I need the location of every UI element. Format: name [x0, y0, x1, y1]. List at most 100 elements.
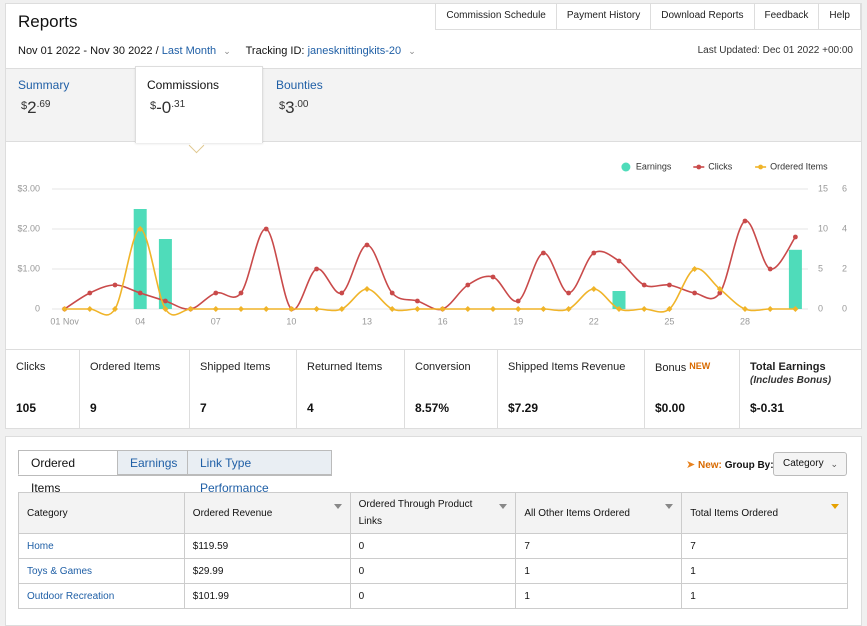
- stat-label: Ordered Items: [90, 361, 161, 373]
- currency: $: [279, 100, 286, 112]
- cell: 7: [681, 533, 848, 559]
- point: [187, 306, 194, 312]
- point: [213, 290, 219, 296]
- x-tick-label: 25: [664, 316, 674, 326]
- stat: Returned Items 4: [297, 350, 405, 428]
- stat-label: Clicks: [16, 361, 46, 373]
- cell[interactable]: Outdoor Recreation: [18, 583, 185, 609]
- last-updated: Last Updated: Dec 01 2022 +00:00: [697, 45, 853, 56]
- stat-value: 4: [307, 401, 314, 415]
- tracking-id[interactable]: janesknittingkits-20: [307, 45, 402, 57]
- point: [590, 286, 597, 292]
- stat-value: $7.29: [508, 401, 539, 415]
- point: [389, 290, 395, 296]
- caret: ⌄: [830, 459, 838, 469]
- point: [112, 282, 118, 288]
- cell: 0: [349, 533, 517, 559]
- cell: 1: [515, 558, 683, 584]
- period-select[interactable]: Last Month: [161, 45, 217, 57]
- cell[interactable]: Home: [18, 533, 185, 559]
- point: [565, 306, 572, 312]
- legend-label: Ordered Items: [770, 161, 828, 171]
- point: [339, 290, 345, 296]
- point: [641, 282, 647, 288]
- report-tab[interactable]: Earnings: [117, 450, 188, 475]
- x-tick-label: 07: [211, 316, 221, 326]
- filter-row: Nov 01 2022 - Nov 30 2022 / Last Month ⌄…: [18, 45, 416, 57]
- tracking-label: Tracking ID:: [245, 45, 305, 57]
- tab-amount: $-0.31: [150, 98, 185, 118]
- point: [591, 250, 597, 256]
- bar: [158, 239, 172, 309]
- stat-value: 8.57%: [415, 401, 450, 415]
- nav-button[interactable]: Download Reports: [651, 3, 755, 30]
- cell: 1: [681, 583, 848, 609]
- y-tick-label: $1.00: [17, 263, 40, 273]
- point: [490, 274, 496, 280]
- y-tick-label: $2.00: [17, 223, 40, 233]
- point: [263, 226, 269, 232]
- chart: 0 $1.00 $2.00 $3.00 0 5 10 15 0 2 4 6 01 Nov 04 07 10 13…: [17, 161, 847, 326]
- nav-button[interactable]: Feedback: [754, 3, 820, 30]
- point: [288, 306, 295, 312]
- cell: 1: [515, 583, 683, 609]
- column-title: Ordered Through Product Links: [358, 499, 473, 527]
- legend-label: Earnings: [636, 161, 672, 171]
- point: [137, 290, 143, 296]
- nav-button[interactable]: Payment History: [556, 3, 652, 30]
- amount-cents: .69: [36, 99, 51, 110]
- stat-value: $0.00: [655, 401, 686, 415]
- report-tab[interactable]: Link Type Performance: [187, 450, 332, 495]
- point: [515, 298, 521, 304]
- report-tab[interactable]: Ordered Items: [18, 450, 118, 495]
- column-header[interactable]: Ordered Through Product Links: [349, 492, 517, 534]
- column-header[interactable]: Ordered Revenue: [183, 492, 351, 534]
- y2-tick-label: 5: [818, 263, 823, 273]
- tab-underline: [18, 475, 332, 476]
- y2-tick-label: 15: [818, 183, 828, 193]
- cell: 1: [681, 558, 848, 584]
- date-range: Nov 01 2022 - Nov 30 2022 /: [18, 45, 159, 57]
- cell: $29.99: [183, 558, 351, 584]
- column-title: Total Items Ordered: [690, 507, 778, 519]
- x-tick-label: 28: [740, 316, 750, 326]
- cell[interactable]: Toys & Games: [18, 558, 185, 584]
- point: [691, 266, 698, 272]
- point: [742, 218, 748, 224]
- column-header[interactable]: All Other Items Ordered: [515, 492, 683, 534]
- point: [742, 306, 748, 312]
- group-by-label: Group By:: [724, 460, 774, 471]
- sort-icon: [499, 504, 508, 509]
- column-header[interactable]: Category: [18, 492, 185, 534]
- caret: ⌄: [223, 46, 231, 56]
- column-header[interactable]: Total Items Ordered: [681, 492, 848, 534]
- y2-tick-label: 10: [818, 223, 828, 233]
- new-label: New:: [698, 460, 722, 471]
- cell: $101.99: [183, 583, 351, 609]
- rocket-icon: ➤: [686, 459, 696, 471]
- stat: Total Earnings (Includes Bonus) $-0.31: [740, 350, 861, 428]
- stat-value: 7: [200, 401, 207, 415]
- group-by-select[interactable]: Category ⌄: [773, 452, 847, 476]
- legend-item: Earnings: [621, 161, 672, 172]
- x-tick-label: 04: [135, 316, 145, 326]
- column-title: Ordered Revenue: [192, 507, 273, 519]
- nav-button[interactable]: Help: [819, 3, 861, 30]
- selected-tab: [135, 66, 263, 143]
- legend-label: Clicks: [708, 161, 732, 171]
- sort-icon: [665, 504, 674, 509]
- tab-label: Commissions: [147, 78, 220, 92]
- point: [540, 306, 547, 312]
- x-tick-label: 13: [362, 316, 372, 326]
- point: [87, 290, 93, 296]
- y-tick-label: 0: [35, 303, 40, 313]
- caret: ⌄: [408, 46, 416, 56]
- stat-value: $-0.31: [750, 401, 785, 415]
- point: [112, 306, 118, 312]
- top-nav: Commission Schedule Payment History Down…: [435, 3, 861, 30]
- column-title: All Other Items Ordered: [524, 507, 630, 519]
- nav-button[interactable]: Commission Schedule: [436, 3, 557, 30]
- cell: 7: [515, 533, 683, 559]
- amount-whole: 2: [27, 98, 37, 117]
- point: [162, 306, 169, 312]
